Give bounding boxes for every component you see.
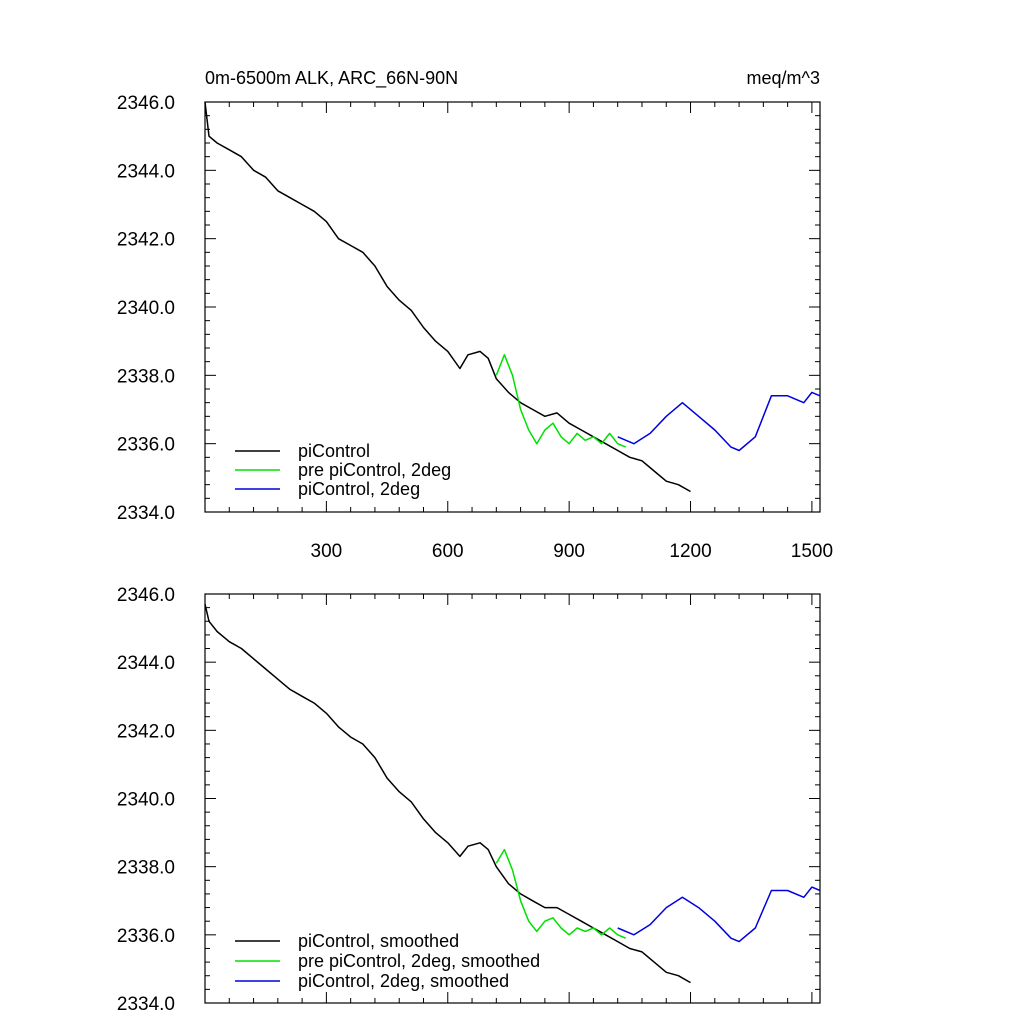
y-tick-label: 2334.0 bbox=[117, 994, 175, 1015]
y-tick-label: 2336.0 bbox=[117, 435, 175, 456]
y-tick-label: 2344.0 bbox=[117, 653, 175, 674]
x-tick-label: 1200 bbox=[669, 541, 711, 562]
y-tick-label: 2338.0 bbox=[117, 858, 175, 879]
series-line-picontrol-2deg bbox=[617, 391, 821, 452]
y-tick-label: 2342.0 bbox=[117, 721, 175, 742]
legend-label: piControl, 2deg bbox=[298, 479, 420, 499]
y-tick-label: 2342.0 bbox=[117, 230, 175, 251]
y-tick-label: 2334.0 bbox=[117, 503, 175, 524]
y-tick-label: 2346.0 bbox=[117, 93, 175, 114]
y-tick-label: 2346.0 bbox=[117, 585, 175, 606]
series-line-picontrol bbox=[204, 101, 691, 493]
panel-raw: 2334.0 2336.0 2338.0 2340.0 2342.0 2344.0 2346… bbox=[117, 93, 833, 562]
x-tick-label: 900 bbox=[553, 541, 585, 562]
x-tick-label: 600 bbox=[432, 541, 464, 562]
chart-title: 0m-6500m ALK, ARC_66N-90N bbox=[205, 68, 458, 89]
legend-label: pre piControl, 2deg bbox=[298, 460, 451, 480]
y-tick-label: 2344.0 bbox=[117, 161, 175, 182]
y-tick-label: 2338.0 bbox=[117, 366, 175, 387]
x-tick-label: 1500 bbox=[791, 541, 833, 562]
y-tick-label: 2336.0 bbox=[117, 926, 175, 947]
y-tick-label: 2340.0 bbox=[117, 790, 175, 811]
series-line-picontrol-2deg-smoothed bbox=[617, 886, 821, 943]
series-line-pre-picontrol-2deg-smoothed bbox=[495, 848, 627, 939]
legend-label: piControl, smoothed bbox=[298, 931, 459, 951]
panel-smoothed: 2334.0 2336.0 2338.0 2340.0 2342.0 2344.0 2346… bbox=[117, 585, 821, 1015]
x-tick-label: 300 bbox=[311, 541, 343, 562]
legend-label: piControl, 2deg, smoothed bbox=[298, 971, 509, 991]
series-line-pre-picontrol-2deg bbox=[495, 354, 627, 448]
y-tick-label: 2340.0 bbox=[117, 298, 175, 319]
legend-label: pre piControl, 2deg, smoothed bbox=[298, 951, 540, 971]
legend-label: piControl bbox=[298, 441, 370, 461]
units-label: meq/m^3 bbox=[747, 68, 820, 88]
series-line-picontrol-smoothed bbox=[204, 604, 691, 984]
